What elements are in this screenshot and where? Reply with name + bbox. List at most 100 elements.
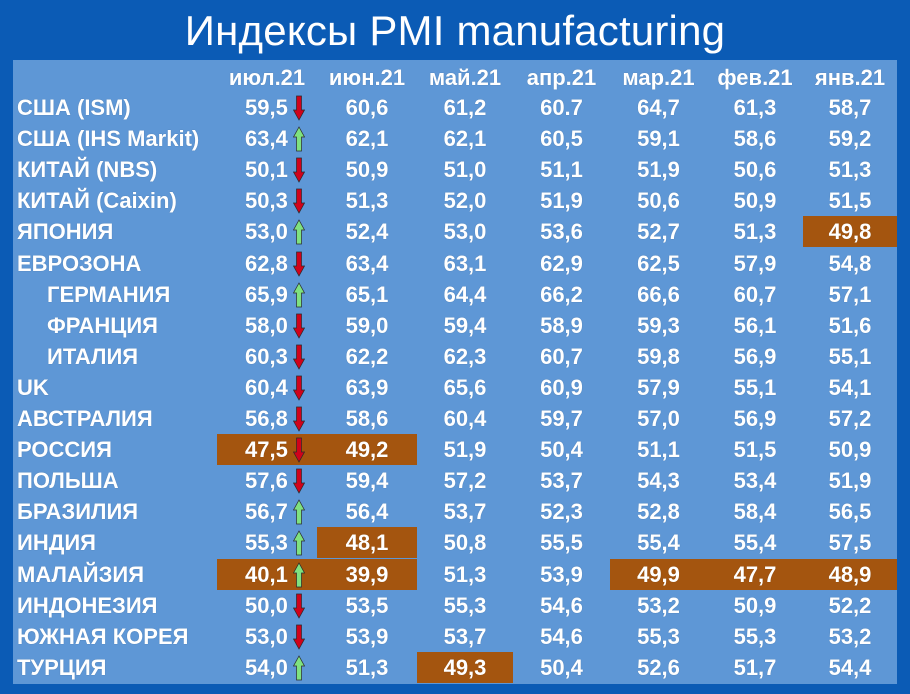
table-cell: 59,3 xyxy=(610,310,707,341)
cell-value: 52,6 xyxy=(637,655,680,680)
cell-value: 62,9 xyxy=(540,251,583,276)
table-cell: 53,5 xyxy=(317,590,417,621)
cell-value: 51,9 xyxy=(540,188,583,213)
cell-value: 51,9 xyxy=(443,437,487,462)
arrow-down-icon xyxy=(293,188,305,219)
cell-value: 63,9 xyxy=(345,375,389,400)
cell-value: 63,4 xyxy=(345,251,389,276)
table-cell: 63,4 xyxy=(317,248,417,279)
cell-value: 62,5 xyxy=(637,251,680,276)
cell-value: 60.7 xyxy=(540,95,583,120)
table-cell: 51,7 xyxy=(707,652,803,683)
table-cell: 54,6 xyxy=(513,590,610,621)
cell-value: 56,5 xyxy=(828,499,872,524)
cell-value: 58,4 xyxy=(733,499,777,524)
table-cell: 51,3 xyxy=(707,216,803,247)
cell-value: 51,3 xyxy=(443,562,487,587)
table-cell: 58,4 xyxy=(707,496,803,527)
table-cell: 51,9 xyxy=(803,465,897,496)
cell-value: 53,4 xyxy=(733,468,777,493)
table-cell: 55,5 xyxy=(513,527,610,558)
cell-value: 58,0 xyxy=(245,313,288,338)
cell-value: 62,1 xyxy=(345,126,389,151)
cell-value: 51,5 xyxy=(733,437,777,462)
cell-value: 57,2 xyxy=(443,468,487,493)
cell-value: 65,9 xyxy=(245,282,288,307)
table-cell: 40,1 xyxy=(217,559,317,590)
arrow-down-icon xyxy=(293,95,305,126)
cell-value: 51,3 xyxy=(828,157,872,182)
table-cell: 51,1 xyxy=(513,154,610,185)
cell-value: 53,0 xyxy=(245,624,288,649)
cell-value: 59,7 xyxy=(540,406,583,431)
table-cell: 55,4 xyxy=(610,527,707,558)
table-cell: 58,6 xyxy=(317,403,417,434)
cell-value: 59,3 xyxy=(637,313,680,338)
table-cell: 57,6 xyxy=(217,465,317,496)
arrow-up-icon xyxy=(293,499,305,530)
row-label: ТУРЦИЯ xyxy=(17,655,107,680)
table-cell: 55,3 xyxy=(610,621,707,652)
cell-value: 61,3 xyxy=(733,95,777,120)
table-cell: 61,2 xyxy=(417,92,513,123)
cell-value: 63,1 xyxy=(443,251,487,276)
table-cell: 57,9 xyxy=(707,248,803,279)
cell-value: 60,7 xyxy=(540,344,583,369)
cell-value: 66,2 xyxy=(540,282,583,307)
cell-value: 54,4 xyxy=(828,655,872,680)
table-cell: 66,2 xyxy=(513,279,610,310)
table-cell: 50,6 xyxy=(707,154,803,185)
table-cell: 59,8 xyxy=(610,341,707,372)
table-cell: 57,2 xyxy=(803,403,897,434)
cell-value: 51,3 xyxy=(345,655,389,680)
table-cell: 62,1 xyxy=(417,123,513,154)
table-cell: 51,5 xyxy=(803,185,897,216)
table-cell: 59,0 xyxy=(317,310,417,341)
arrow-down-icon xyxy=(293,344,305,375)
cell-value: 59,0 xyxy=(345,313,389,338)
cell-value: 51,9 xyxy=(637,157,680,182)
cell-value: 57,6 xyxy=(245,468,288,493)
table-cell: 54,1 xyxy=(803,372,897,403)
cell-value: 53,7 xyxy=(540,468,583,493)
cell-value: 62,3 xyxy=(443,344,487,369)
table-cell: 50,4 xyxy=(513,434,610,465)
cell-value: 51,5 xyxy=(828,188,872,213)
cell-value: 53,7 xyxy=(443,499,487,524)
table-cell: 56,7 xyxy=(217,496,317,527)
table-cell: 50,1 xyxy=(217,154,317,185)
cell-value: 56,9 xyxy=(733,344,777,369)
cell-value: 59,4 xyxy=(443,313,487,338)
table-cell: 55,3 xyxy=(417,590,513,621)
cell-value: 55,4 xyxy=(733,530,777,555)
cell-value: 51,9 xyxy=(828,468,872,493)
table-cell: 55,1 xyxy=(707,372,803,403)
table-cell: 59,2 xyxy=(803,123,897,154)
cell-value: 56,9 xyxy=(733,406,777,431)
table-cell: 50,9 xyxy=(317,154,417,185)
table-cell: 52,6 xyxy=(610,652,707,683)
arrow-up-icon xyxy=(293,655,305,686)
table-cell: 50,6 xyxy=(610,185,707,216)
cell-value: 52,2 xyxy=(828,593,872,618)
row-label: БРАЗИЛИЯ xyxy=(17,499,139,524)
table-cell: 60,7 xyxy=(513,341,610,372)
table-cell: 54,8 xyxy=(803,248,897,279)
table-cell: 50,8 xyxy=(417,527,513,558)
cell-value: 63,4 xyxy=(245,126,288,151)
table-cell: 51,3 xyxy=(803,154,897,185)
table-cell: 50,3 xyxy=(217,185,317,216)
table-cell: 59,4 xyxy=(317,465,417,496)
cell-value: 53,5 xyxy=(345,593,389,618)
arrow-down-icon xyxy=(293,468,305,499)
table-cell: 58,7 xyxy=(803,92,897,123)
cell-value: 39,9 xyxy=(345,562,389,587)
table-cell: 58,9 xyxy=(513,310,610,341)
cell-value: 50,9 xyxy=(733,593,777,618)
table-cell: 59,4 xyxy=(417,310,513,341)
cell-value: 50,9 xyxy=(733,188,777,213)
table-cell: 60.7 xyxy=(513,92,610,123)
cell-value: 50,1 xyxy=(245,157,288,182)
table-cell: 57,5 xyxy=(803,527,897,558)
